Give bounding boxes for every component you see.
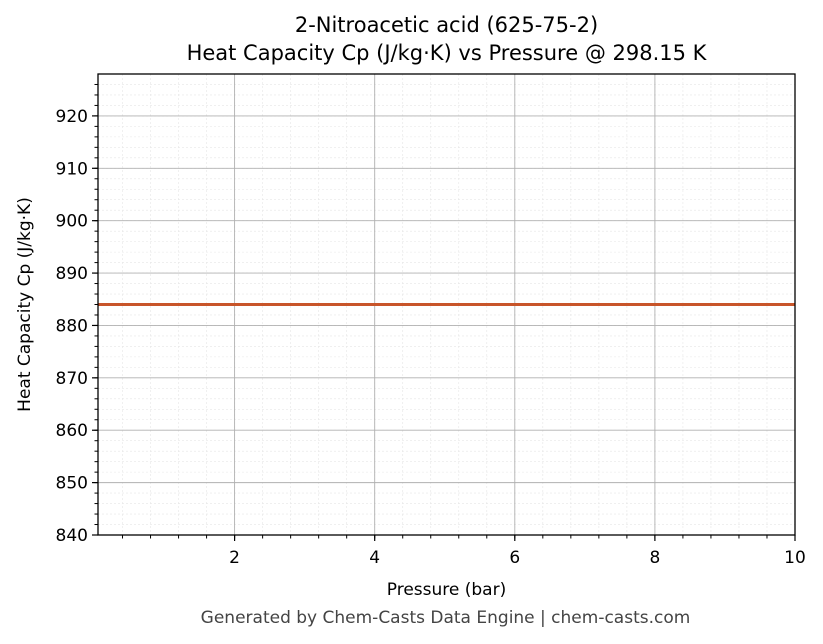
y-axis-label: Heat Capacity Cp (J/kg·K)	[15, 197, 35, 412]
x-tick-label: 6	[509, 548, 520, 568]
y-tick-label: 920	[56, 107, 88, 127]
x-tick-label: 8	[649, 548, 660, 568]
footer-credit: Generated by Chem-Casts Data Engine | ch…	[200, 608, 691, 628]
y-tick-label: 900	[56, 212, 88, 232]
y-tick-label: 850	[56, 474, 88, 494]
x-tick-label: 4	[369, 548, 380, 568]
y-tick-label: 860	[56, 421, 88, 441]
y-tick-labels: 840 850 860 870 880 890 900 910 920	[56, 107, 88, 546]
y-tick-label: 890	[56, 264, 88, 284]
chart-subtitle: Heat Capacity Cp (J/kg·K) vs Pressure @ …	[186, 41, 707, 65]
axis-ticks	[92, 83, 796, 541]
x-tick-label: 2	[229, 548, 240, 568]
y-tick-label: 840	[56, 526, 88, 546]
y-tick-label: 870	[56, 369, 88, 389]
x-tick-labels: 2 4 6 8 10	[229, 548, 806, 568]
x-axis-label: Pressure (bar)	[387, 580, 506, 600]
y-tick-label: 910	[56, 159, 88, 179]
chart-title: 2-Nitroacetic acid (625-75-2)	[294, 13, 599, 37]
x-tick-label: 10	[784, 548, 806, 568]
y-tick-label: 880	[56, 316, 88, 336]
